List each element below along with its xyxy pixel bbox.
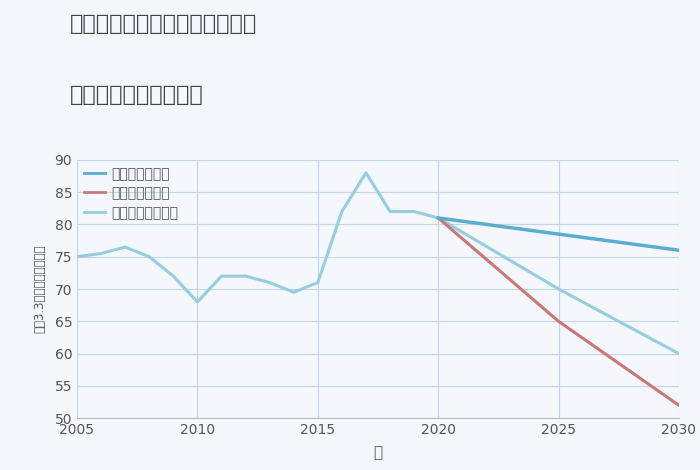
Text: 兵庫県たつの市新宮町曽我井の: 兵庫県たつの市新宮町曽我井の bbox=[70, 14, 258, 34]
X-axis label: 年: 年 bbox=[373, 446, 383, 461]
Text: 中古戸建ての価格推移: 中古戸建ての価格推移 bbox=[70, 85, 204, 105]
Legend: グッドシナリオ, バッドシナリオ, ノーマルシナリオ: グッドシナリオ, バッドシナリオ, ノーマルシナリオ bbox=[84, 167, 178, 220]
Y-axis label: 坪（3.3㎡）単価（万円）: 坪（3.3㎡）単価（万円） bbox=[33, 245, 46, 333]
